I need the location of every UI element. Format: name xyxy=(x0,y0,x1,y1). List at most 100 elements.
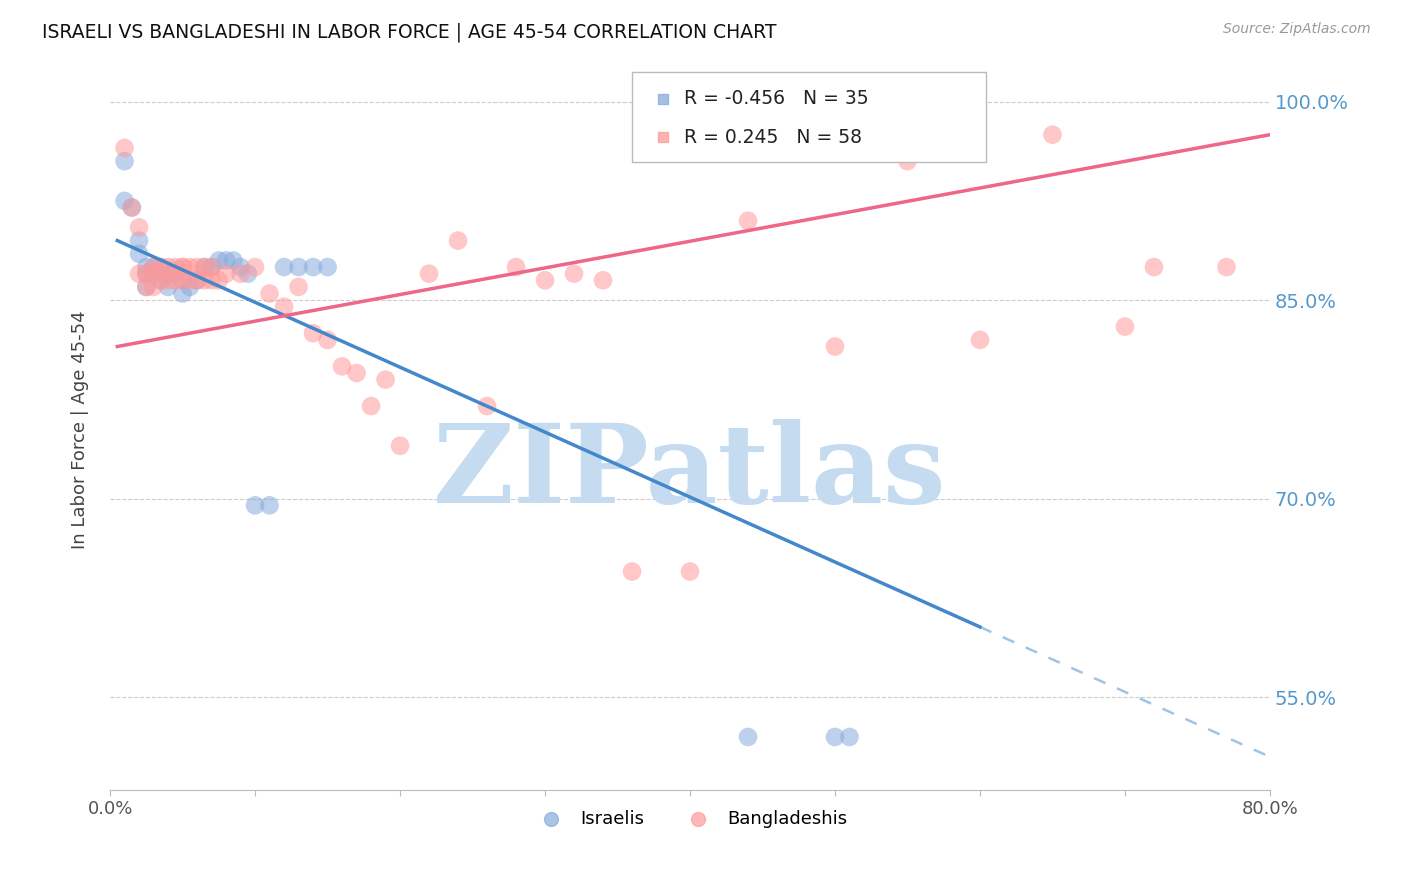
Point xyxy=(360,399,382,413)
Point xyxy=(737,730,759,744)
Point xyxy=(172,273,194,287)
Point xyxy=(389,439,412,453)
Point xyxy=(128,220,150,235)
Point xyxy=(824,339,846,353)
Point xyxy=(273,260,295,274)
Point xyxy=(135,280,157,294)
Point xyxy=(142,267,165,281)
Point xyxy=(149,273,172,287)
Point xyxy=(200,260,222,274)
Point xyxy=(172,260,194,274)
Point xyxy=(790,220,813,235)
Point xyxy=(193,273,215,287)
FancyBboxPatch shape xyxy=(633,72,986,162)
Point xyxy=(679,565,702,579)
Point xyxy=(302,326,325,341)
Point xyxy=(128,247,150,261)
Point xyxy=(114,154,136,169)
Point xyxy=(193,260,215,274)
Point xyxy=(200,273,222,287)
Point xyxy=(259,286,281,301)
Point xyxy=(259,499,281,513)
Point xyxy=(243,499,266,513)
Point xyxy=(165,273,187,287)
Point xyxy=(1143,260,1166,274)
Point xyxy=(179,280,201,294)
Point xyxy=(562,267,585,281)
Point xyxy=(229,260,252,274)
Point xyxy=(135,280,157,294)
Point xyxy=(208,273,231,287)
Text: Source: ZipAtlas.com: Source: ZipAtlas.com xyxy=(1223,22,1371,37)
Point xyxy=(157,280,180,294)
Point xyxy=(215,267,238,281)
Point xyxy=(1114,319,1136,334)
Point xyxy=(186,260,208,274)
Point xyxy=(534,273,557,287)
Point xyxy=(165,260,187,274)
Point xyxy=(208,253,231,268)
Point xyxy=(287,260,309,274)
Point xyxy=(374,373,396,387)
Point xyxy=(135,267,157,281)
Point xyxy=(114,194,136,208)
Point xyxy=(737,213,759,227)
Point xyxy=(149,260,172,274)
Point xyxy=(121,201,143,215)
Point xyxy=(447,234,470,248)
Point xyxy=(621,565,644,579)
Point xyxy=(179,273,201,287)
Point xyxy=(128,267,150,281)
Point xyxy=(969,333,991,347)
Point xyxy=(157,273,180,287)
Point xyxy=(165,267,187,281)
Point xyxy=(316,333,339,347)
Point xyxy=(838,730,860,744)
Point xyxy=(135,267,157,281)
Point xyxy=(186,273,208,287)
Point xyxy=(142,267,165,281)
Point xyxy=(121,201,143,215)
Point xyxy=(1215,260,1237,274)
Point xyxy=(186,273,208,287)
Text: R = -0.456   N = 35: R = -0.456 N = 35 xyxy=(685,89,869,109)
Point xyxy=(149,260,172,274)
Point xyxy=(592,273,614,287)
Y-axis label: In Labor Force | Age 45-54: In Labor Force | Age 45-54 xyxy=(72,310,89,549)
Point xyxy=(215,253,238,268)
Point xyxy=(128,234,150,248)
Point xyxy=(418,267,440,281)
Point xyxy=(229,267,252,281)
Point xyxy=(135,260,157,274)
Point xyxy=(330,359,353,374)
Point xyxy=(200,260,222,274)
Point xyxy=(172,286,194,301)
Point xyxy=(142,260,165,274)
Point xyxy=(273,300,295,314)
Text: R = 0.245   N = 58: R = 0.245 N = 58 xyxy=(685,128,862,146)
Point xyxy=(475,399,498,413)
Point xyxy=(114,141,136,155)
Point xyxy=(222,253,245,268)
Point xyxy=(172,260,194,274)
Point xyxy=(193,260,215,274)
Point xyxy=(790,151,813,165)
Point xyxy=(179,260,201,274)
Point xyxy=(142,280,165,294)
Point xyxy=(149,273,172,287)
Point xyxy=(896,154,918,169)
Point xyxy=(505,260,527,274)
Point xyxy=(1042,128,1064,142)
Point xyxy=(316,260,339,274)
Point xyxy=(302,260,325,274)
Point xyxy=(737,87,759,102)
Legend: Israelis, Bangladeshis: Israelis, Bangladeshis xyxy=(526,803,855,835)
Point xyxy=(172,273,194,287)
Text: ISRAELI VS BANGLADESHI IN LABOR FORCE | AGE 45-54 CORRELATION CHART: ISRAELI VS BANGLADESHI IN LABOR FORCE | … xyxy=(42,22,776,42)
Point xyxy=(157,260,180,274)
Point xyxy=(287,280,309,294)
Point xyxy=(243,260,266,274)
Point xyxy=(346,366,368,380)
Point xyxy=(236,267,259,281)
Point xyxy=(157,267,180,281)
